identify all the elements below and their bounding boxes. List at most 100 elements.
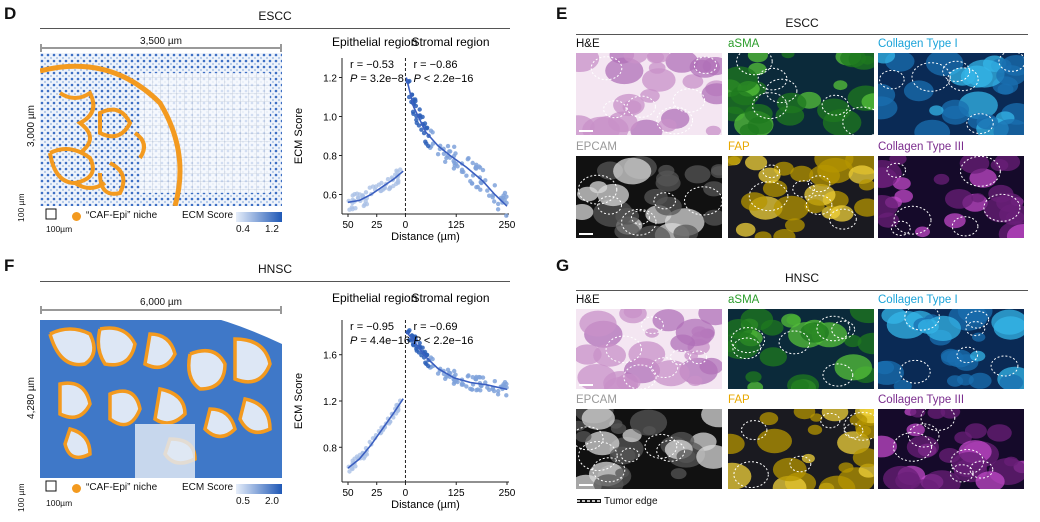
panel-d-niche-dot (72, 212, 81, 221)
x-axis-label: Distance (µm) (391, 231, 460, 243)
point-stromal (459, 167, 465, 172)
point-stromal (495, 392, 501, 397)
panel-g-tile-asma (728, 309, 874, 389)
region-left-label: Epithelial region (332, 291, 417, 305)
stat-left-r: r = −0.53 (350, 59, 394, 71)
point-stromal (480, 167, 486, 173)
point-stromal (417, 107, 422, 112)
panel-e-tile-asma (728, 53, 874, 135)
point-stromal (469, 387, 475, 392)
panel-e-title: ESCC (785, 16, 819, 30)
point-stromal (420, 114, 425, 120)
point-stromal (424, 126, 429, 131)
x-tick-label-0: 50 (342, 488, 354, 499)
x-tick-label-3: 125 (448, 220, 465, 231)
point-epithelial (380, 187, 386, 192)
point-stromal (444, 155, 449, 161)
point-stromal (411, 343, 416, 348)
panel-d-rule (40, 28, 510, 29)
panel-e-rule (576, 34, 1028, 35)
panel-d-scale-label-v: 100 µm (16, 193, 26, 222)
y-tick-label-3: 1.2 (323, 74, 337, 85)
panel-g-label-collagen-type-iii: Collagen Type III (878, 394, 965, 406)
point-epithelial (363, 198, 368, 204)
point-stromal (416, 350, 422, 355)
panel-e-label-collagen-type-i: Collagen Type I (878, 38, 958, 50)
point-stromal (483, 380, 488, 385)
panel-letter-e: E (556, 4, 568, 23)
panel-e-tile-h-e (576, 53, 722, 135)
panel-letter-f: F (4, 256, 15, 275)
fit-line-right (405, 331, 508, 391)
point-epithelial (385, 177, 391, 182)
region-right-label: Stromal region (411, 291, 489, 305)
panel-e-label-epcam: EPCAM (576, 141, 617, 153)
point-stromal (455, 164, 460, 169)
y-tick-label-1: 1.2 (323, 397, 337, 408)
y-tick-label-0: 0.6 (323, 191, 337, 202)
panel-e-label-collagen-type-iii: Collagen Type III (878, 141, 965, 153)
tumor-edge-label: Tumor edge (604, 496, 658, 507)
panel-d-width-label: 3,500 µm (140, 36, 182, 47)
panel-d-cbar-max: 1.2 (265, 224, 279, 235)
y-tick-label-0: 0.8 (323, 443, 337, 454)
point-stromal (452, 144, 457, 149)
point-stromal (459, 381, 465, 386)
x-tick-label-4: 250 (499, 220, 515, 231)
point-stromal (435, 371, 441, 376)
stat-left-r: r = −0.95 (350, 321, 394, 333)
point-epithelial (350, 207, 355, 212)
x-tick-label-0: 50 (342, 220, 354, 231)
point-stromal (465, 157, 470, 162)
point-stromal (485, 385, 490, 390)
panel-f-niche-label: “CAF-Epi” niche (86, 482, 158, 493)
y-tick-label-1: 0.8 (323, 152, 337, 163)
point-stromal (452, 378, 457, 383)
panel-g-rule (576, 290, 1028, 291)
point-epithelial (393, 172, 398, 177)
point-epithelial (356, 196, 361, 201)
panel-g-tile-h-e (576, 309, 722, 389)
point-stromal (496, 388, 501, 394)
point-stromal (479, 180, 484, 186)
point-stromal (465, 374, 470, 379)
panel-e-label-asma: aSMA (728, 38, 760, 50)
panel-f-width-arrow (40, 306, 282, 314)
point-epithelial (376, 182, 382, 187)
fit-line-right (405, 77, 508, 207)
point-stromal (473, 165, 478, 171)
panel-f-height-label: 4,280 µm (26, 377, 37, 419)
point-stromal (417, 340, 422, 346)
stat-right-r: r = −0.86 (413, 59, 457, 71)
panel-d-niche-label: “CAF-Epi” niche (86, 210, 158, 221)
point-stromal (492, 379, 497, 384)
panel-g-tile-collagen-type-i (878, 309, 1024, 389)
y-axis-label: ECM Score (293, 373, 305, 429)
point-epithelial (396, 408, 401, 413)
point-stromal (426, 363, 431, 369)
point-stromal (430, 356, 435, 362)
fit-line-left (347, 170, 404, 204)
point-stromal (419, 127, 424, 132)
point-epithelial (350, 466, 355, 472)
panel-g-tile-collagen-type-iii (878, 409, 1024, 489)
panel-d-tissue-map (40, 53, 282, 206)
point-epithelial (398, 167, 403, 172)
point-stromal (445, 143, 451, 149)
panel-d-ecm-label: ECM Score (182, 210, 234, 221)
point-stromal (420, 345, 425, 350)
x-tick-label-1: 25 (371, 488, 383, 499)
panel-f-scale-label-h: 100µm (46, 498, 73, 508)
panel-f-width-label: 6,000 µm (140, 297, 182, 308)
point-stromal (490, 195, 495, 200)
panel-d-title: ESCC (258, 9, 292, 23)
panel-d-cbar-min: 0.4 (236, 224, 250, 235)
point-stromal (480, 375, 486, 380)
point-stromal (411, 111, 416, 117)
point-stromal (476, 164, 482, 169)
panel-f-tissue-map (40, 314, 282, 478)
panel-d-scale-label-h: 100µm (46, 224, 73, 234)
fit-line-left (347, 398, 404, 469)
panel-letter-d: D (4, 4, 17, 23)
